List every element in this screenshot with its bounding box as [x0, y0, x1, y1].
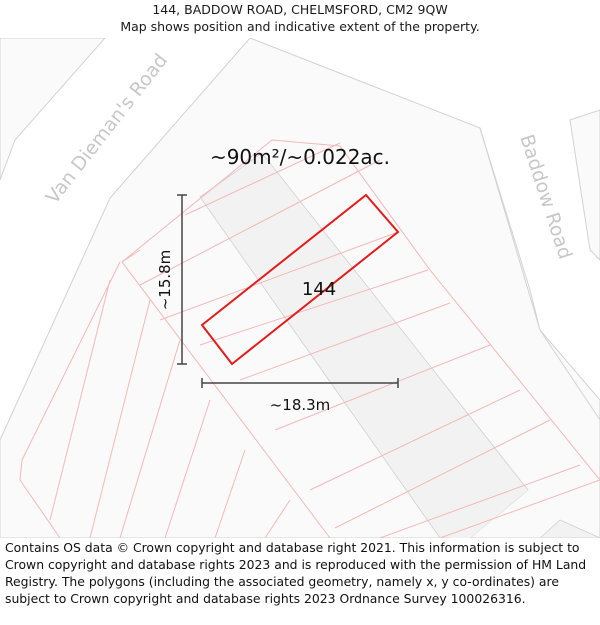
height-dimension-line	[177, 194, 187, 365]
building-strip	[199, 152, 600, 539]
land-block-east	[569, 109, 600, 261]
property-map[interactable]: Van Dieman's Road Baddow Road ~90m²/~0.0…	[0, 37, 600, 539]
property-boundary[interactable]	[200, 193, 400, 366]
map-subtitle: Map shows position and indicative extent…	[120, 19, 480, 34]
width-dimension-label: ~18.3m	[270, 396, 331, 414]
parcel-lines	[19, 139, 600, 539]
land-block-west	[0, 37, 107, 181]
width-dimension-line	[201, 378, 399, 388]
height-dimension-label: ~15.8m	[156, 250, 174, 311]
map-header: 144, BADDOW ROAD, CHELMSFORD, CM2 9QW Ma…	[0, 0, 600, 39]
copyright-attribution: Contains OS data © Crown copyright and d…	[5, 540, 587, 606]
plot-number-label: 144	[302, 279, 336, 300]
property-address: 144, BADDOW ROAD, CHELMSFORD, CM2 9QW	[152, 2, 448, 17]
area-label: ~90m²/~0.022ac.	[210, 145, 390, 169]
